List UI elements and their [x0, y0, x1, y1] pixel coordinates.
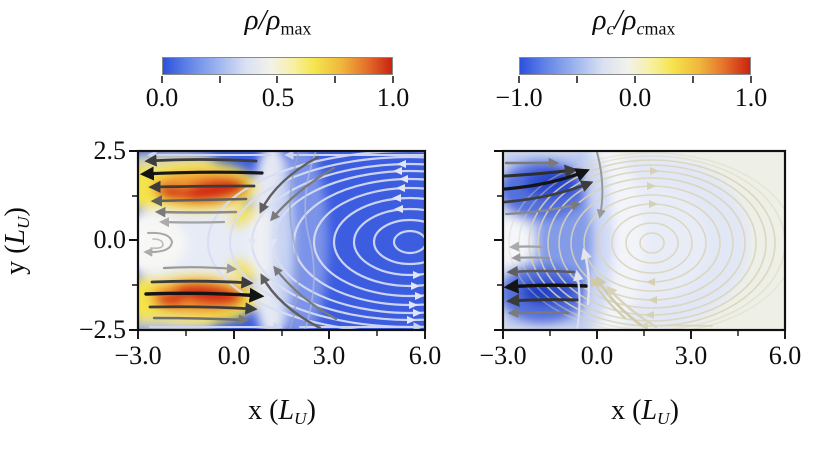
left-x-axis-label: x (LU)	[248, 395, 316, 429]
colorbar-left	[162, 57, 393, 75]
colorbar-left-title: ρ/ρmax	[244, 4, 312, 39]
axis-tick-marks	[129, 150, 786, 339]
colorbar-right-tick-1: 0.0	[618, 83, 652, 112]
right-x-tick-3: 6.0	[768, 341, 802, 370]
colorbar-tick-marks	[161, 76, 752, 83]
y-axis-label: y (LU)	[0, 207, 33, 275]
y-tick-label-top: 2.5	[93, 136, 127, 165]
colorbar-right-tick-2: 1.0	[734, 83, 768, 112]
y-tick-label-mid: 0.0	[93, 225, 127, 254]
left-ring-arrows	[248, 160, 424, 324]
left-x-tick-3: 6.0	[408, 341, 442, 370]
right-ring-arrows	[645, 167, 659, 319]
left-separatrix-streamlines	[289, 151, 317, 330]
colorbar-right-tick-0: −1.0	[495, 83, 543, 112]
left-panel-border	[136, 149, 427, 332]
left-x-tick-1: 0.0	[217, 341, 251, 370]
right-dark-streamlines	[503, 151, 606, 318]
right-panel	[503, 151, 785, 330]
right-beige-streamlines	[573, 247, 713, 330]
right-x-tick-2: 3.0	[674, 341, 708, 370]
left-x-tick-0: −3.0	[114, 341, 162, 370]
colorbar-left-tick-2: 1.0	[376, 83, 410, 112]
y-tick-label-bottom: −2.5	[78, 315, 126, 344]
colorbar-right-title: ρc/ρcmax	[592, 4, 676, 39]
colorbar-right	[519, 57, 751, 75]
left-x-tick-2: 3.0	[312, 341, 346, 370]
left-dark-streamlines	[139, 154, 338, 330]
right-panel-border	[501, 149, 787, 332]
right-x-tick-0: −3.0	[479, 341, 527, 370]
colorbar-left-tick-0: 0.0	[145, 83, 179, 112]
colorbar-left-tick-1: 0.5	[261, 83, 295, 112]
left-panel	[138, 151, 425, 330]
right-x-axis-label: x (LU)	[611, 395, 679, 429]
right-x-tick-1: 0.0	[580, 341, 614, 370]
